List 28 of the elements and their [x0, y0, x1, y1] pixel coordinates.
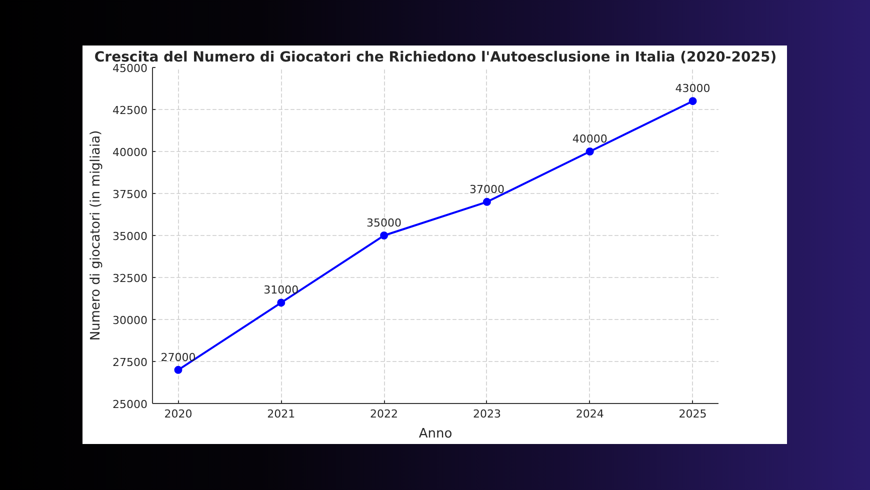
data-label: 43000: [675, 82, 710, 96]
y-tick-label: 35000: [112, 230, 148, 243]
data-label: 40000: [572, 132, 608, 146]
y-tick-label: 32500: [112, 272, 148, 285]
data-label: 27000: [160, 350, 196, 364]
point: [688, 97, 697, 106]
x-tick-label: 2020: [164, 408, 192, 420]
y-tick-label: 27500: [112, 356, 148, 369]
y-tick-label: 25000: [112, 398, 148, 411]
point: [277, 298, 286, 307]
y-tick-label: 30000: [112, 314, 148, 327]
data-label: 35000: [366, 216, 402, 230]
y-axis-title: Numero di giocatori (in migliaia): [88, 130, 104, 341]
point: [174, 366, 182, 374]
y-tick-label: 37500: [112, 188, 148, 201]
data-label: 37000: [469, 182, 504, 196]
x-tick-label: 2024: [576, 408, 604, 420]
x-axis-title: Anno: [418, 426, 452, 442]
x-tick-label: 2022: [370, 408, 398, 420]
x-tick-label: 2021: [267, 408, 296, 420]
y-tick-label: 40000: [112, 146, 148, 159]
y-tick-label: 42500: [112, 104, 148, 117]
data-label: 31000: [264, 284, 299, 297]
x-tick-label: 2025: [678, 408, 707, 420]
point: [586, 148, 594, 156]
point: [482, 198, 491, 206]
x-tick-label: 2023: [472, 408, 501, 420]
point: [380, 232, 388, 240]
